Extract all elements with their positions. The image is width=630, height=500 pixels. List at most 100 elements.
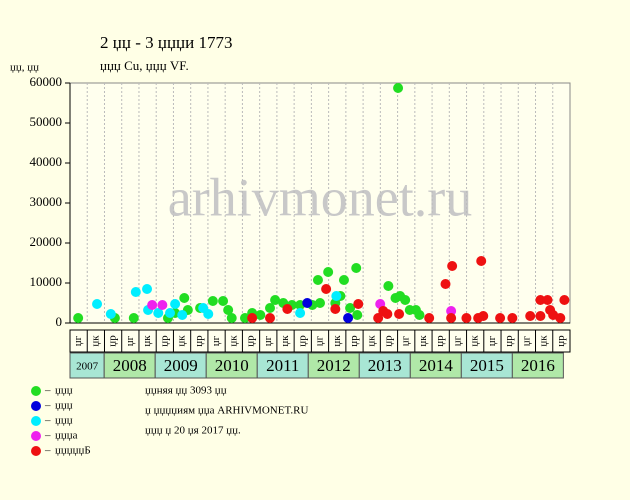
- point: [446, 306, 457, 316]
- point: [330, 304, 341, 314]
- year-label: 2011: [266, 356, 299, 375]
- info-line: џџняя џџ 3093 џџ: [145, 385, 227, 397]
- year-band: [511, 352, 564, 379]
- column-label: џк: [365, 335, 377, 347]
- column-label: џг: [451, 335, 463, 346]
- point: [345, 303, 356, 313]
- chart-subtitle: џџџ Cu, џџџ VF.: [100, 58, 189, 73]
- legend-label: џџџ: [55, 385, 73, 397]
- point: [130, 287, 141, 297]
- point: [424, 313, 435, 323]
- point: [165, 308, 175, 318]
- point: [446, 313, 457, 323]
- point: [265, 313, 275, 323]
- point: [315, 298, 325, 308]
- column-label: џр: [503, 335, 515, 347]
- point: [476, 256, 487, 266]
- point: [207, 296, 218, 306]
- point: [440, 279, 451, 289]
- year-label: 2012: [317, 356, 351, 375]
- legend-marker: [31, 446, 41, 456]
- column-label: џр: [348, 335, 360, 347]
- legend-dash: –: [44, 400, 51, 412]
- y-axis-label: џџ, џџ: [10, 62, 39, 74]
- chart-title: 2 џџ - 3 џџџи 1773: [100, 33, 233, 52]
- year-band: [409, 352, 462, 379]
- y-tick-label: 20000: [30, 234, 63, 249]
- point: [321, 284, 332, 294]
- legend-dash: –: [44, 445, 51, 457]
- point: [282, 304, 293, 314]
- year-band: [154, 352, 207, 379]
- point: [352, 310, 363, 320]
- y-tick-label: 40000: [30, 154, 63, 169]
- year-band: [256, 352, 309, 379]
- point: [414, 310, 425, 320]
- column-label: џр: [434, 335, 446, 347]
- point: [338, 275, 349, 285]
- point: [353, 299, 364, 309]
- point: [223, 305, 234, 315]
- column-label: џк: [331, 335, 343, 347]
- column-label: џр: [245, 335, 257, 347]
- column-label: џг: [210, 335, 222, 346]
- y-tick-label: 30000: [30, 194, 63, 209]
- column-label: џг: [72, 335, 84, 346]
- column-label: џр: [158, 335, 170, 347]
- point: [142, 284, 153, 294]
- year-band: [460, 352, 513, 379]
- legend-marker: [31, 416, 41, 426]
- point: [382, 309, 393, 319]
- column-label: џк: [89, 335, 101, 347]
- column-label: џр: [296, 335, 308, 347]
- point: [295, 308, 306, 318]
- column-label: џг: [400, 335, 412, 346]
- point: [542, 295, 553, 305]
- column-label: џк: [417, 335, 429, 347]
- column-label: џк: [141, 335, 153, 347]
- year-label: 2009: [164, 356, 198, 375]
- legend-dash: –: [44, 430, 51, 442]
- y-tick-label: 50000: [30, 114, 63, 129]
- column-label: џр: [193, 335, 205, 347]
- legend-marker: [31, 431, 41, 441]
- point: [147, 300, 158, 310]
- point: [105, 309, 116, 319]
- legend-marker: [31, 386, 41, 396]
- point: [507, 313, 518, 323]
- column-label: џр: [555, 335, 567, 347]
- point: [383, 281, 394, 291]
- point: [73, 313, 84, 323]
- point: [226, 313, 237, 323]
- year-band: [205, 352, 258, 379]
- column-label: џк: [538, 335, 550, 347]
- column-label: џк: [227, 335, 239, 347]
- point: [373, 313, 384, 323]
- watermark: arhivmonet.ru: [168, 167, 472, 227]
- column-label: џк: [279, 335, 291, 347]
- legend-dash: –: [44, 385, 51, 397]
- point: [525, 311, 536, 321]
- info-line: џџџ џ 20 џя 2017 џџ.: [145, 425, 241, 437]
- point: [393, 83, 404, 93]
- point: [351, 263, 362, 273]
- legend-marker: [31, 401, 41, 411]
- point: [177, 310, 188, 320]
- point: [343, 313, 354, 323]
- y-tick-label: 10000: [30, 274, 63, 289]
- year-label: 2007: [76, 361, 99, 373]
- point: [179, 293, 190, 303]
- column-label: џр: [107, 335, 119, 347]
- year-band: [103, 352, 156, 379]
- column-label: џг: [262, 335, 274, 346]
- point: [255, 310, 266, 320]
- year-label: 2014: [419, 356, 454, 375]
- point: [170, 299, 181, 309]
- point: [157, 300, 168, 310]
- point: [265, 303, 275, 313]
- y-tick-label: 0: [56, 314, 63, 329]
- point: [247, 313, 258, 323]
- point: [559, 295, 570, 305]
- column-label: џг: [520, 335, 532, 346]
